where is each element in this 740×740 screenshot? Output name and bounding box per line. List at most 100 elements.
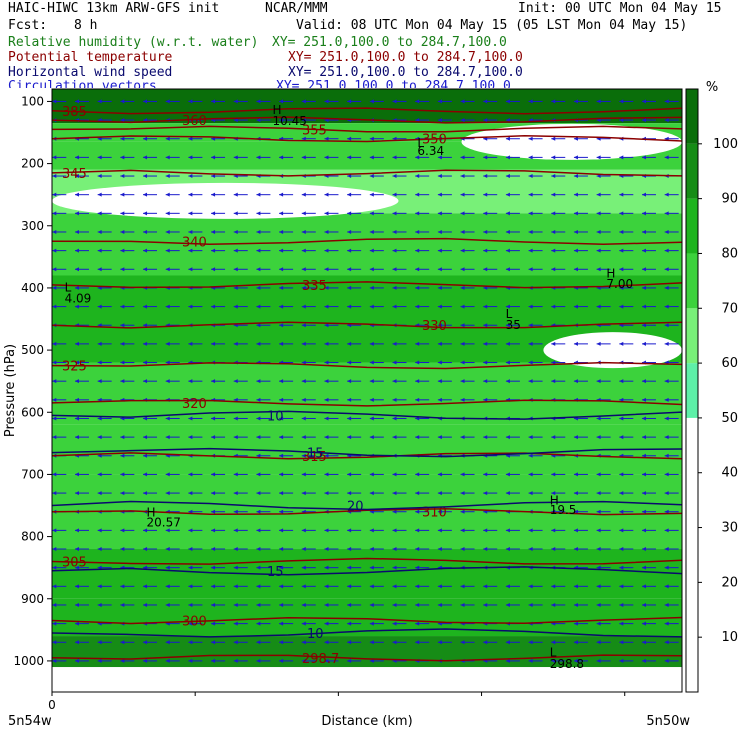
wind-arrowhead	[324, 472, 329, 477]
wind-arrowhead	[279, 509, 284, 514]
wind-arrowhead	[233, 584, 238, 589]
wind-arrowhead	[460, 304, 465, 309]
wind-arrowhead	[347, 658, 352, 663]
wind-arrowhead	[324, 491, 329, 496]
wind-arrowhead	[596, 584, 601, 589]
wind-arrowhead	[324, 192, 329, 197]
theta-label-335: 335	[302, 279, 327, 294]
wind-arrowhead	[188, 621, 193, 626]
wind-arrowhead	[619, 435, 624, 440]
wind-arrowhead	[460, 341, 465, 346]
wind-arrowhead	[279, 453, 284, 458]
wind-arrowhead	[505, 118, 510, 123]
wind-arrowhead	[460, 547, 465, 552]
wind-arrowhead	[301, 602, 306, 607]
wind-arrowhead	[528, 472, 533, 477]
colorbar-tick-label: 70	[721, 301, 738, 316]
wind-arrowhead	[664, 416, 669, 421]
wind-arrowhead	[460, 99, 465, 104]
wind-arrowhead	[74, 584, 79, 589]
wind-arrowhead	[256, 565, 261, 570]
wind-arrowhead	[437, 491, 442, 496]
wind-arrowhead	[97, 248, 102, 253]
wind-arrowhead	[52, 658, 57, 663]
wind-arrowhead	[188, 602, 193, 607]
wind-arrowhead	[301, 118, 306, 123]
wind-arrowhead	[74, 472, 79, 477]
wind-arrowhead	[437, 267, 442, 272]
wind-arrowhead	[664, 397, 669, 402]
wind-arrowhead	[301, 658, 306, 663]
wind-arrowhead	[188, 640, 193, 645]
colorbar-band-2	[686, 308, 698, 364]
wind-arrowhead	[664, 267, 669, 272]
wind-arrowhead	[415, 584, 420, 589]
wind-arrowhead	[211, 509, 216, 514]
wind-arrowhead	[188, 155, 193, 160]
wind-arrowhead	[120, 304, 125, 309]
wind-arrowhead	[256, 416, 261, 421]
wind-arrowhead	[120, 658, 125, 663]
wind-arrowhead	[120, 155, 125, 160]
annotation-9: 35	[506, 318, 521, 332]
theta-label-320: 320	[182, 397, 207, 412]
wind-arrowhead	[505, 640, 510, 645]
wind-arrowhead	[301, 397, 306, 402]
rh-band-9	[52, 549, 682, 599]
wind-arrowhead	[483, 640, 488, 645]
wind-arrowhead	[551, 547, 556, 552]
wind-arrowhead	[301, 192, 306, 197]
wind-arrowhead	[460, 584, 465, 589]
annotation-4: H	[606, 266, 615, 280]
wind-arrowhead	[619, 621, 624, 626]
wind-arrowhead	[256, 435, 261, 440]
wind-arrowhead	[641, 118, 646, 123]
wind-arrowhead	[233, 416, 238, 421]
wind-arrowhead	[415, 565, 420, 570]
wind-arrowhead	[369, 379, 374, 384]
wind-arrowhead	[641, 584, 646, 589]
x-right-label: 5n50w	[646, 714, 690, 729]
wind-arrowhead	[619, 547, 624, 552]
wind-arrowhead	[415, 547, 420, 552]
wind-arrowhead	[301, 379, 306, 384]
theta-label-360: 360	[182, 114, 207, 129]
wind-arrowhead	[437, 118, 442, 123]
wind-arrowhead	[392, 547, 397, 552]
wind-arrowhead	[324, 602, 329, 607]
wind-arrowhead	[52, 397, 57, 402]
wind-arrowhead	[437, 528, 442, 533]
wind-arrowhead	[483, 192, 488, 197]
wind-arrowhead	[52, 547, 57, 552]
wind-arrowhead	[483, 435, 488, 440]
wind-arrowhead	[415, 509, 420, 514]
annotation-11: 20.57	[147, 516, 181, 530]
wind-arrowhead	[233, 99, 238, 104]
wind-arrowhead	[392, 211, 397, 216]
wind-arrowhead	[74, 416, 79, 421]
wind-arrowhead	[664, 118, 669, 123]
wind-arrowhead	[74, 435, 79, 440]
wind-arrowhead	[256, 229, 261, 234]
theta-label-385: 385	[62, 105, 87, 120]
wind-arrowhead	[573, 640, 578, 645]
wind-arrowhead	[619, 341, 624, 346]
wind-arrowhead	[188, 174, 193, 179]
wind-arrowhead	[347, 640, 352, 645]
wind-arrowhead	[120, 472, 125, 477]
wind-arrowhead	[301, 453, 306, 458]
wind-arrowhead	[415, 229, 420, 234]
theta-label-355: 355	[302, 123, 327, 138]
wind-arrowhead	[551, 360, 556, 365]
wind-arrowhead	[256, 397, 261, 402]
wind-label-0: 10	[267, 409, 284, 424]
wind-arrowhead	[233, 658, 238, 663]
wind-arrowhead	[392, 379, 397, 384]
wind-arrowhead	[505, 174, 510, 179]
wind-arrowhead	[573, 491, 578, 496]
wind-arrowhead	[483, 229, 488, 234]
wind-arrowhead	[415, 435, 420, 440]
wind-arrowhead	[415, 621, 420, 626]
wind-arrowhead	[664, 640, 669, 645]
